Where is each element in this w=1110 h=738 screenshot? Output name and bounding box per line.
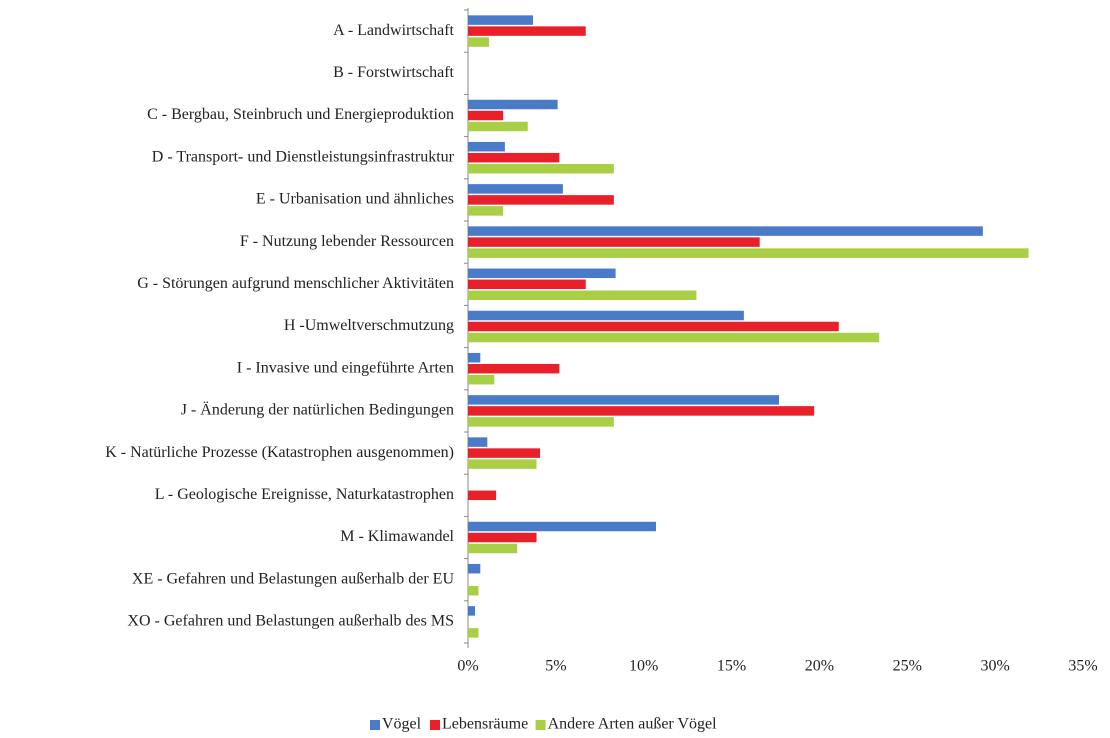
bar: [468, 110, 504, 121]
y-tick-label: D - Transport- und Dienstleistungsinfras…: [152, 148, 455, 165]
legend-swatch: [430, 720, 440, 730]
bar: [468, 290, 697, 301]
bar: [468, 417, 614, 427]
x-tick-label: 30%: [980, 658, 1009, 675]
bar: [468, 268, 616, 279]
y-tick-label: I - Invasive und eingeführte Arten: [237, 359, 454, 376]
bar: [468, 490, 497, 501]
y-tick-label: A - Landwirtschaft: [333, 22, 454, 39]
bar: [468, 163, 614, 174]
bar: [468, 628, 479, 638]
bar: [468, 141, 505, 152]
bar: [468, 363, 560, 374]
y-tick-label: G - Störungen aufgrund menschlicher Akti…: [137, 275, 454, 292]
legend-label: Vögel: [382, 716, 422, 733]
y-tick-label: XE - Gefahren und Belastungen außerhalb …: [132, 570, 455, 587]
legend-swatch: [370, 720, 380, 730]
y-tick-label: B - Forstwirtschaft: [333, 64, 454, 81]
bar: [468, 248, 1029, 258]
y-tick-label: M - Klimawandel: [340, 528, 454, 545]
bar: [468, 563, 481, 574]
y-tick-label: L - Geologische Ereignisse, Naturkatastr…: [155, 486, 454, 503]
bar: [468, 237, 760, 247]
bar: [468, 448, 541, 458]
bar: [468, 332, 880, 343]
x-tick-label: 25%: [893, 658, 922, 675]
y-tick-label: H -Umweltverschmutzung: [284, 317, 454, 334]
bar: [468, 406, 815, 416]
legend-swatch: [535, 720, 546, 730]
bar: [468, 521, 657, 532]
x-tick-label: 0%: [457, 658, 478, 675]
bar: [468, 374, 495, 385]
y-tick-label: XO - Gefahren und Belastungen außerhalb …: [127, 613, 454, 630]
y-tick-label: F - Nutzung lebender Ressourcen: [240, 233, 454, 250]
legend-label: Andere Arten außer Vögel: [548, 716, 718, 733]
bar: [468, 206, 504, 216]
bar: [468, 395, 780, 405]
bar: [468, 543, 518, 554]
x-tick-label: 35%: [1068, 658, 1097, 675]
bar: [468, 352, 481, 363]
bar: [468, 184, 563, 194]
legend-label: Lebensräume: [442, 716, 528, 733]
x-tick-label: 15%: [717, 658, 746, 675]
bar: [468, 99, 558, 110]
x-tick-label: 10%: [629, 658, 658, 675]
bar: [468, 459, 537, 469]
bar: [468, 606, 476, 616]
bar: [468, 152, 560, 163]
y-tick-label: J - Änderung der natürlichen Bedingungen: [181, 401, 454, 419]
bar: [468, 195, 614, 205]
bar: [468, 15, 534, 25]
bar: [468, 532, 537, 543]
bar: [468, 321, 839, 332]
y-tick-label: C - Bergbau, Steinbruch und Energieprodu…: [147, 106, 454, 123]
bar: [468, 26, 586, 36]
bar: [468, 279, 586, 290]
x-tick-label: 20%: [805, 658, 834, 675]
bar: [468, 437, 488, 447]
y-tick-label: K - Natürliche Prozesse (Katastrophen au…: [105, 444, 454, 461]
bar: [468, 310, 744, 321]
x-tick-label: 5%: [545, 658, 566, 675]
bar: [468, 121, 528, 132]
y-tick-label: E - Urbanisation und ähnliches: [256, 191, 454, 208]
bar: [468, 585, 479, 596]
bar: [468, 37, 490, 47]
bar: [468, 226, 983, 236]
